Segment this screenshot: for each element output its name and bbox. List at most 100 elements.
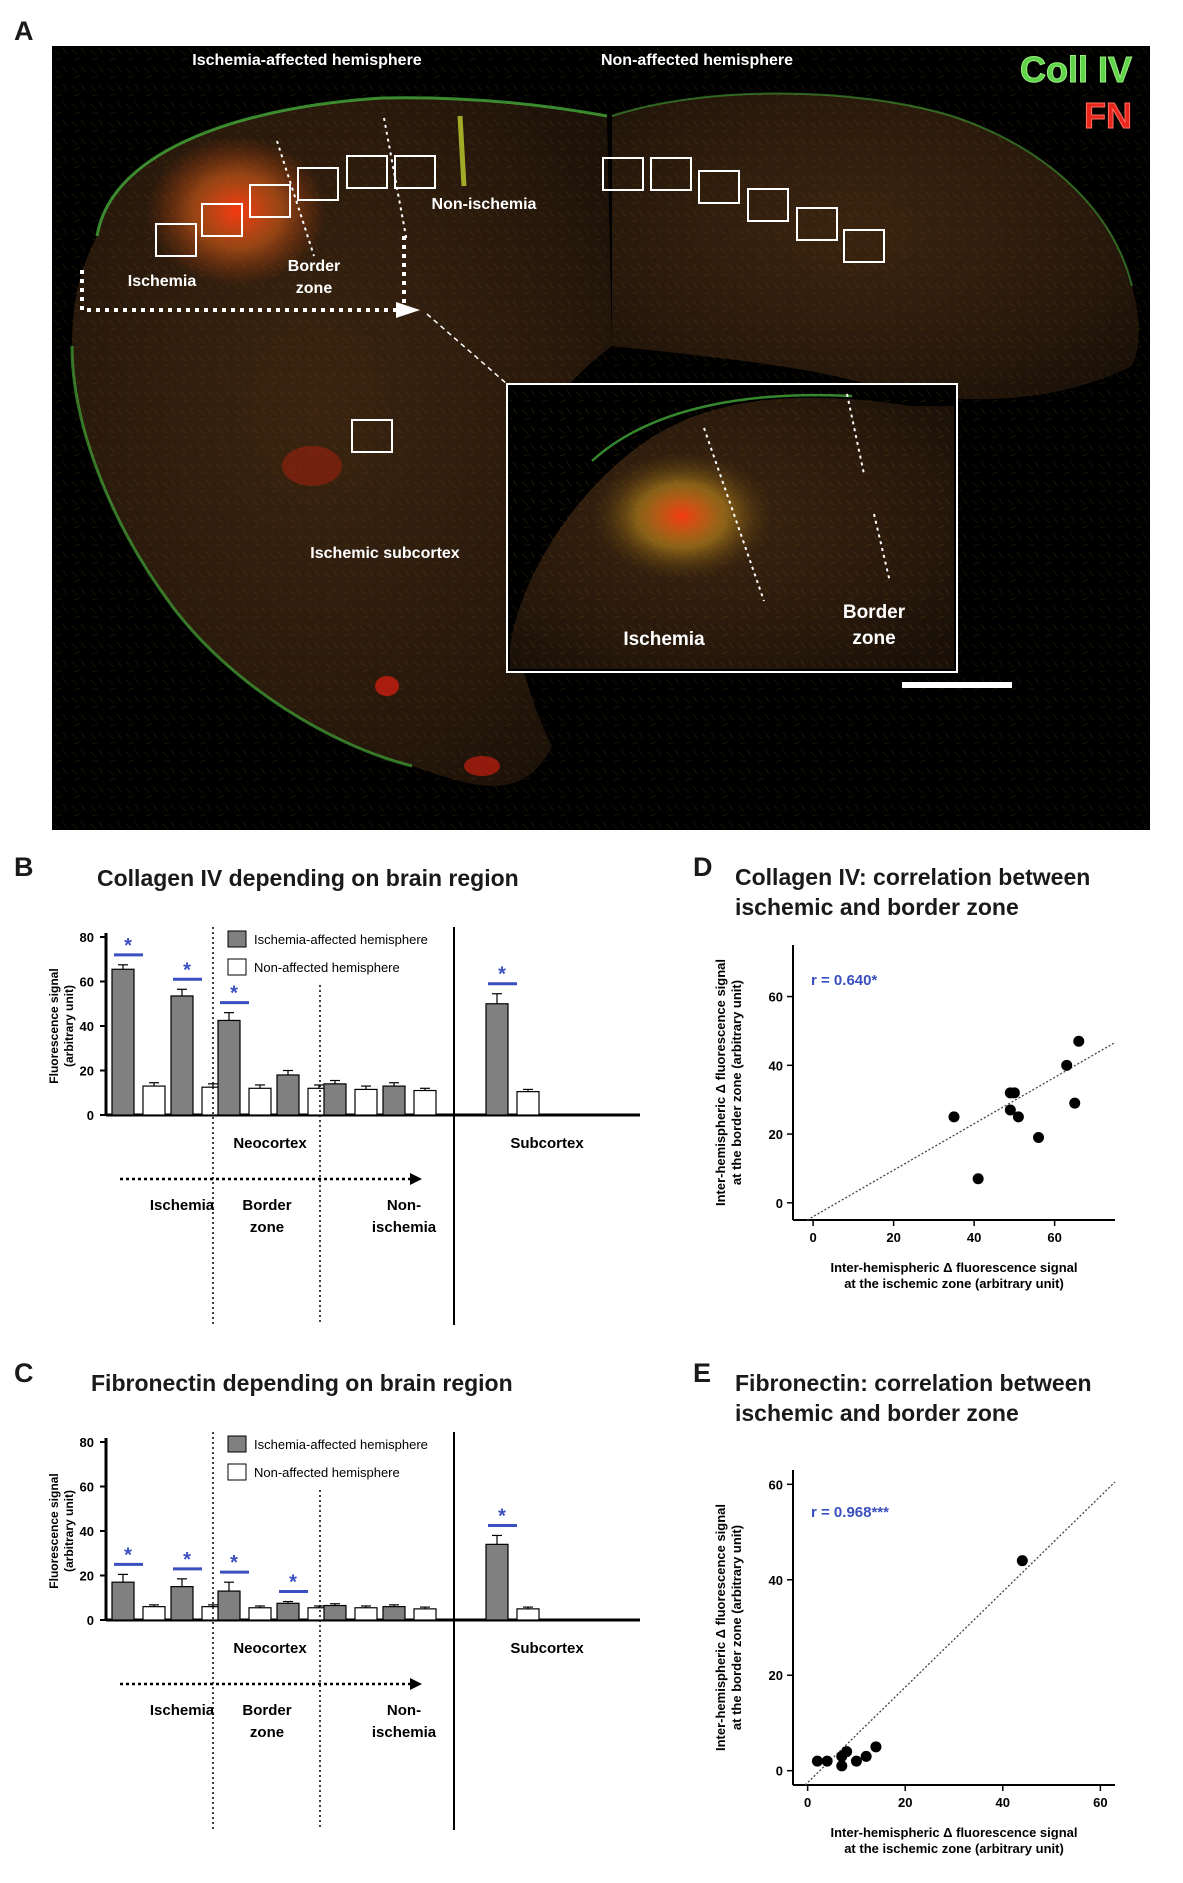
chart-b-y-tick-label: 20 <box>80 1064 94 1079</box>
panel-d-label: D <box>693 852 713 882</box>
chart-b-zone-label-line: ischemia <box>372 1219 437 1236</box>
inset-ischemia-border-line <box>703 427 765 602</box>
chart-d-x-label: Inter-hemispheric Δ fluorescence signal a… <box>830 1260 1077 1291</box>
chart-b: 0 20 40 60 80 Fluorescence signal(arbitrary u… <box>47 927 640 1325</box>
chart-e-x-label: Inter-hemispheric Δ fluorescence signal a… <box>830 1825 1077 1856</box>
chart-e-point <box>821 1755 833 1767</box>
chart-d-x-tick-label: 60 <box>1047 1230 1061 1245</box>
chart-c-section-label: Subcortex <box>510 1640 584 1657</box>
chart-b-bar <box>248 1087 272 1116</box>
chart-d-x-label-line: at the ischemic zone (arbitrary unit) <box>844 1276 1064 1291</box>
chart-c-bar <box>382 1606 406 1621</box>
chart-e-x-label-line: at the ischemic zone (arbitrary unit) <box>844 1841 1064 1856</box>
chart-d-point <box>1073 1035 1085 1047</box>
chart-d: 0 20 40 60 0 20 40 60 r = 0.640* Inter-hemispheri… <box>713 945 1116 1291</box>
chart-e-y-tick-label: 20 <box>769 1668 783 1683</box>
chart-c-y-label-line1: Fluorescence signal <box>47 1473 61 1588</box>
chart-b-bar <box>516 1091 540 1116</box>
chart-b-legend-label: Non-affected hemisphere <box>254 960 400 975</box>
chart-b-y-tick-label: 0 <box>87 1108 94 1123</box>
panel-c-title: Fibronectin depending on brain region <box>91 1370 513 1396</box>
chart-e-y-label-line: at the border zone (arbitrary unit) <box>729 1525 744 1730</box>
chart-c-y-label-line2: (arbitrary unit) <box>62 1490 76 1572</box>
chart-b-bar <box>142 1085 166 1116</box>
chart-c-zone-label-line: zone <box>250 1724 284 1741</box>
chart-b-bar <box>217 1019 241 1116</box>
chart-c-y-tick-label: 0 <box>87 1613 94 1628</box>
chart-b-sig-star: * <box>124 935 132 957</box>
chart-b-zone-label-line: zone <box>250 1219 284 1236</box>
chart-e-point <box>850 1755 862 1767</box>
chart-c-y-tick-label: 40 <box>80 1524 94 1539</box>
chart-e-y-tick-label: 0 <box>776 1764 783 1779</box>
chart-d-point <box>1004 1104 1016 1116</box>
chart-d-point <box>1012 1111 1024 1123</box>
region-border-label: Border zone <box>288 258 340 297</box>
chart-b-y-tick-label: 40 <box>80 1019 94 1034</box>
sample-box-contra-2 <box>650 157 692 191</box>
chart-e-x-tick-label: 60 <box>1093 1795 1107 1810</box>
chart-d-point <box>1069 1097 1081 1109</box>
chart-e-r-annotation: r = 0.968*** <box>811 1504 889 1521</box>
chart-b-y-tick-label: 60 <box>80 975 94 990</box>
chart-b-section-label: Subcortex <box>510 1135 584 1152</box>
chart-e-point <box>811 1755 823 1767</box>
chart-b-bar <box>382 1085 406 1116</box>
chart-e-y-tick-label: 60 <box>769 1477 783 1492</box>
chart-b-zone-arrow-head <box>410 1173 422 1185</box>
chart-c-y-tick-label: 80 <box>80 1435 94 1450</box>
region-subcortex-label: Ischemic subcortex <box>310 545 460 562</box>
region-ischemia-label: Ischemia <box>128 273 197 290</box>
chart-d-fit-line <box>806 1041 1116 1221</box>
chart-d-x-label-line: Inter-hemispheric Δ fluorescence signal <box>830 1260 1077 1275</box>
chart-d-point <box>1061 1059 1073 1071</box>
chart-c-zone-label-line: Non- <box>387 1702 421 1719</box>
sample-box-nonischemia-1 <box>346 155 388 189</box>
chart-d-y-label-line: Inter-hemispheric Δ fluorescence signal <box>713 959 728 1206</box>
sample-box-contra-5 <box>796 207 838 241</box>
panel-d-title: Collagen IV: correlation between ischemi… <box>735 864 1091 920</box>
chart-d-y-label-line: at the border zone (arbitrary unit) <box>729 980 744 1185</box>
sample-box-subcortex <box>351 419 393 453</box>
chart-c-sig-star: * <box>230 1552 238 1574</box>
chart-d-y-tick-label: 40 <box>769 1058 783 1073</box>
chart-b-bar <box>170 995 194 1116</box>
chart-d-x-tick-label: 20 <box>886 1230 900 1245</box>
chart-c-y-tick-label: 20 <box>80 1569 94 1584</box>
chart-d-x-tick-label: 40 <box>967 1230 981 1245</box>
sample-box-contra-6 <box>843 229 885 263</box>
chart-c-zone-label-line: Border <box>242 1702 291 1719</box>
chart-c-zone-label: Non-ischemia <box>372 1702 437 1741</box>
chart-e-x-tick-label: 20 <box>898 1795 912 1810</box>
chart-b-y-label: Fluorescence signal(arbitrary unit) <box>47 968 76 1083</box>
panel-e-title: Fibronectin: correlation between ischemi… <box>735 1370 1092 1426</box>
panel-e-label: E <box>693 1358 712 1388</box>
micrograph: Ischemia-affected hemisphere Non-affecte… <box>52 46 1150 830</box>
chart-c-section-label: Neocortex <box>233 1640 307 1657</box>
chart-d-point <box>1033 1132 1045 1143</box>
chart-e-y-label-line: Inter-hemispheric Δ fluorescence signal <box>713 1504 728 1751</box>
chart-c-sig-star: * <box>498 1505 506 1527</box>
chart-d-point <box>948 1111 960 1123</box>
chart-e-point <box>860 1750 872 1762</box>
chart-b-bar <box>354 1088 378 1116</box>
chart-d-y-tick-label: 0 <box>776 1196 783 1211</box>
chart-c-legend-label: Ischemia-affected hemisphere <box>254 1437 428 1452</box>
chart-d-point <box>972 1173 984 1185</box>
chart-b-sig-star: * <box>498 964 506 986</box>
region-arrow-head <box>396 302 420 318</box>
chart-e-point <box>836 1760 848 1772</box>
chart-b-bar <box>276 1074 300 1116</box>
scale-bar <box>902 682 1012 688</box>
chart-e: 0 20 40 60 0 20 40 60 r = 0.968*** Inter-hemisphe… <box>713 1470 1116 1856</box>
chart-c-bar <box>217 1590 241 1621</box>
chart-e-point <box>870 1741 882 1753</box>
chart-b-y-label-line1: Fluorescence signal <box>47 968 61 1083</box>
chart-c-bar <box>354 1607 378 1621</box>
chart-b-legend-swatch <box>227 930 247 948</box>
chart-c-bar <box>413 1608 437 1621</box>
inset-nonischemia-line-lower <box>873 513 891 583</box>
ischemic-hotspot <box>147 136 327 286</box>
chart-b-bar <box>413 1089 437 1116</box>
hemisphere-right-label: Non-affected hemisphere <box>601 52 793 69</box>
